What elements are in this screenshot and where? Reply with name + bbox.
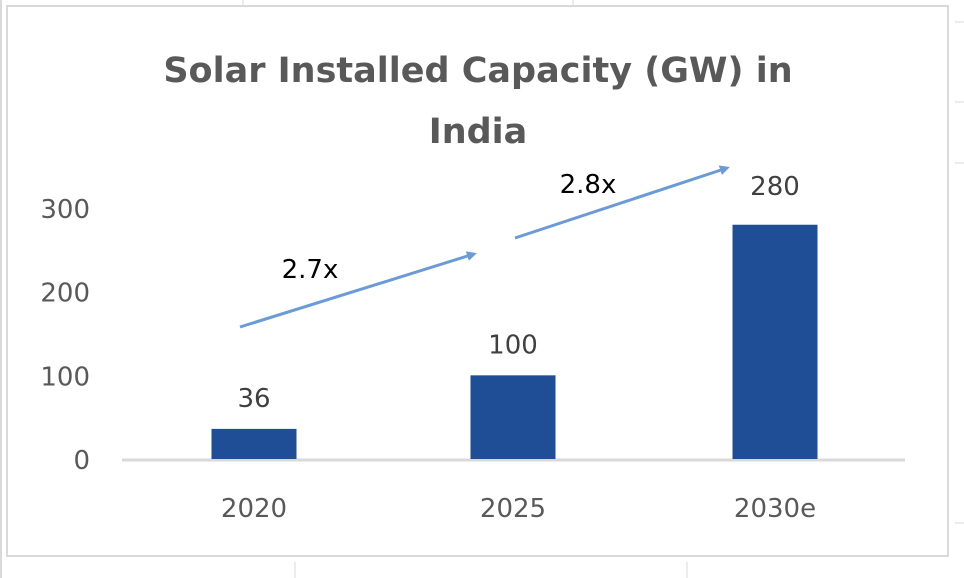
data-label: 36 — [237, 384, 270, 414]
data-label: 280 — [750, 172, 800, 202]
chart-title-line-2: India — [429, 112, 528, 152]
growth-arrow — [239, 251, 477, 329]
chart-title-line-1: Solar Installed Capacity (GW) in — [163, 51, 792, 91]
bar-2020[interactable] — [211, 428, 297, 459]
y-tick-label: 100 — [40, 362, 90, 392]
x-tick-label: 2030e — [734, 494, 816, 524]
y-tick-label: 200 — [40, 279, 90, 309]
x-tick-label: 2025 — [480, 494, 546, 524]
bar-2030e[interactable] — [732, 224, 818, 459]
bar-2025[interactable] — [470, 375, 556, 459]
x-tick-label: 2020 — [221, 494, 287, 524]
growth-arrow — [514, 165, 730, 240]
data-label: 100 — [488, 330, 538, 360]
y-tick-label: 0 — [73, 446, 90, 476]
y-tick-label: 300 — [40, 195, 90, 225]
growth-multiplier-label: 2.7x — [282, 255, 339, 285]
growth-multiplier-label: 2.8x — [560, 170, 617, 200]
